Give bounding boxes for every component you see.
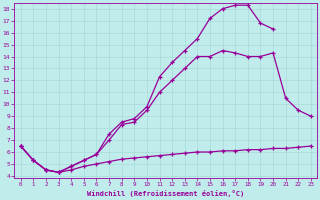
X-axis label: Windchill (Refroidissement éolien,°C): Windchill (Refroidissement éolien,°C) [87,190,244,197]
